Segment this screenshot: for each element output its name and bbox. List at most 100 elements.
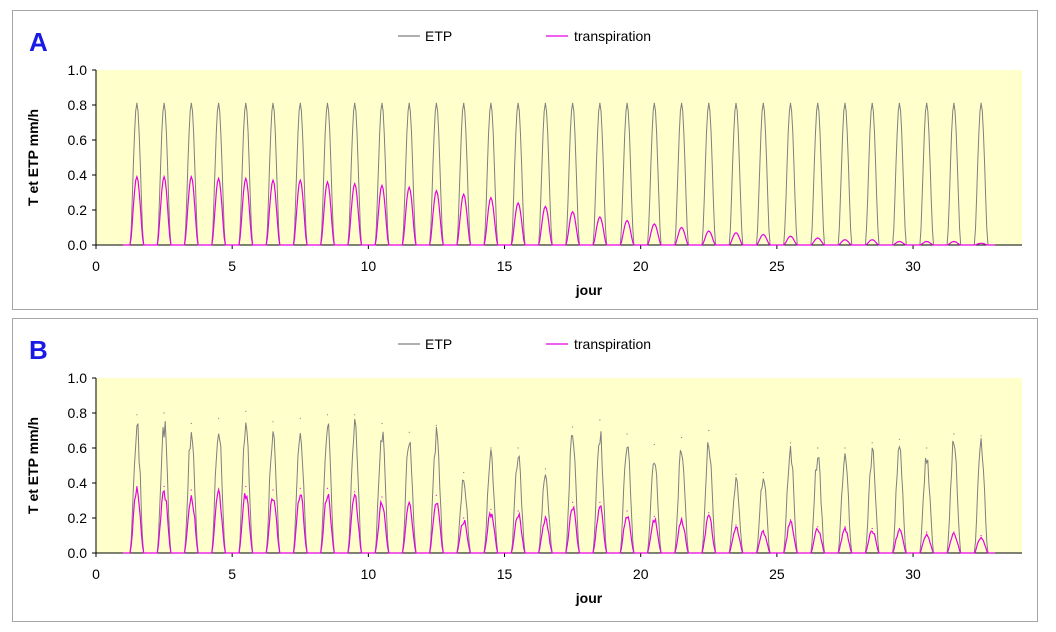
data-point	[626, 510, 628, 512]
x-tick-label: 25	[769, 258, 785, 274]
data-point	[136, 414, 138, 416]
data-point	[190, 422, 192, 425]
y-tick-label: 0.8	[68, 405, 88, 421]
data-point	[381, 496, 383, 498]
data-point	[789, 442, 792, 444]
panel-label: A	[29, 27, 48, 57]
data-point	[490, 447, 492, 449]
y-tick-label: 0.0	[68, 545, 88, 561]
data-point	[136, 485, 138, 488]
y-tick-label: 0.0	[68, 237, 88, 253]
data-point	[844, 447, 846, 449]
data-point	[435, 424, 437, 426]
data-point	[408, 431, 410, 433]
data-point	[871, 442, 873, 444]
x-tick-label: 10	[361, 258, 377, 274]
data-point	[463, 471, 465, 474]
x-tick-label: 0	[92, 258, 100, 274]
y-tick-label: 0.6	[68, 132, 88, 148]
legend-label-etp: ETP	[425, 336, 452, 352]
legend: ETP transpiration	[398, 28, 651, 44]
data-point	[517, 510, 519, 512]
data-point	[926, 531, 928, 533]
data-point	[272, 489, 274, 491]
x-tick-label: 30	[905, 566, 921, 582]
data-point	[599, 419, 601, 421]
x-axis-label: jour	[575, 282, 603, 298]
series-transpiration	[123, 174, 995, 246]
data-point	[735, 524, 737, 526]
data-point	[572, 501, 574, 503]
data-point	[653, 515, 655, 517]
data-point	[980, 435, 982, 437]
data-point	[326, 414, 329, 416]
x-tick-label: 25	[769, 566, 785, 582]
plot-area	[96, 70, 1022, 245]
y-axis-label: T et ETP mm/h	[25, 109, 41, 206]
y-tick-label: 0.4	[68, 475, 88, 491]
data-point	[681, 517, 683, 519]
legend-label-transpiration: transpiration	[574, 28, 651, 44]
data-point	[245, 410, 247, 412]
chart-a-svg: A ETP transpiration 0.0 0.2 0.4 0.6 0.8 1.0 0 5 10 1…	[25, 27, 1022, 298]
data-point	[735, 473, 737, 475]
x-tick-label: 30	[905, 258, 921, 274]
data-point	[708, 429, 710, 432]
x-tick-label: 10	[361, 566, 377, 582]
data-point	[463, 517, 465, 519]
data-point	[381, 422, 383, 425]
series-transpiration	[123, 485, 995, 554]
data-point	[218, 487, 220, 489]
data-point	[871, 527, 873, 530]
data-point	[980, 534, 982, 537]
data-point	[218, 417, 220, 419]
data-point	[599, 501, 601, 503]
plot-area	[96, 378, 1022, 553]
series-line	[123, 174, 995, 246]
data-point	[490, 508, 492, 510]
data-point	[898, 527, 901, 530]
x-tick-label: 15	[497, 566, 513, 582]
data-point	[272, 421, 274, 423]
data-point	[435, 494, 437, 496]
data-point	[354, 414, 356, 416]
legend: ETP transpiration	[398, 336, 651, 352]
x-axis-label: jour	[575, 590, 603, 606]
data-point	[708, 512, 710, 514]
chart-panel-b: B ETP transpiration 0.0 0.2 0.4 0.6 0.8 1.0 0 5 10 1…	[12, 318, 1038, 622]
x-tick-label: 20	[633, 258, 649, 274]
data-point	[544, 468, 547, 470]
data-point	[517, 447, 519, 449]
y-tick-label: 0.6	[68, 440, 88, 456]
data-point	[190, 489, 192, 491]
legend-label-etp: ETP	[425, 28, 452, 44]
data-point	[653, 443, 655, 446]
data-point	[163, 412, 165, 414]
chart-b-svg: B ETP transpiration 0.0 0.2 0.4 0.6 0.8 1.0 0 5 10 1…	[25, 335, 1022, 606]
data-point	[299, 417, 301, 419]
data-point	[898, 438, 901, 440]
data-point	[626, 433, 628, 435]
y-axis-label: T et ETP mm/h	[25, 417, 41, 514]
data-point	[953, 433, 955, 435]
y-tick-label: 0.2	[68, 510, 88, 526]
series-line	[123, 487, 995, 554]
x-tick-label: 15	[497, 258, 513, 274]
data-point	[926, 447, 928, 449]
y-tick-label: 0.2	[68, 202, 88, 218]
y-tick-label: 1.0	[68, 62, 88, 78]
data-point	[326, 487, 329, 489]
y-tick-label: 0.4	[68, 167, 88, 183]
data-point	[354, 491, 356, 493]
y-tick-label: 0.8	[68, 97, 88, 113]
panel-label: B	[29, 335, 48, 365]
x-tick-label: 5	[228, 566, 236, 582]
x-tick-label: 20	[633, 566, 649, 582]
x-tick-label: 5	[228, 258, 236, 274]
data-point	[572, 426, 574, 428]
data-point	[245, 485, 247, 488]
y-tick-label: 1.0	[68, 370, 88, 386]
data-point	[817, 526, 819, 528]
data-point	[762, 471, 764, 474]
data-point	[299, 487, 301, 489]
